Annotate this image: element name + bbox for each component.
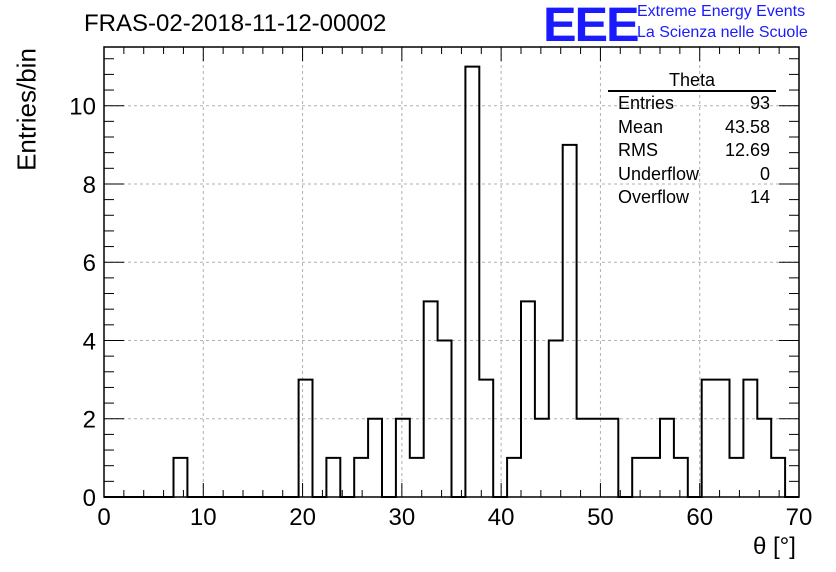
x-axis-label: θ [°] bbox=[753, 533, 796, 560]
x-tick-label: 40 bbox=[488, 504, 515, 531]
y-tick-label: 2 bbox=[83, 407, 96, 434]
stats-label: RMS bbox=[618, 140, 658, 160]
y-tick-label: 0 bbox=[83, 485, 96, 512]
stats-row: Overflow 14 bbox=[612, 186, 770, 210]
histogram-outline bbox=[104, 65, 799, 498]
grid-lines bbox=[104, 47, 799, 497]
stats-label: Overflow bbox=[618, 187, 690, 207]
stats-label: Mean bbox=[618, 116, 664, 137]
stats-value: 0 bbox=[759, 163, 770, 184]
stats-box: Theta Entries 93 Mean 43.58 RMS 12.69 Under… bbox=[608, 70, 776, 210]
tick-labels: 0 10 20 30 40 50 60 70 0 2 4 6 8 10 bbox=[69, 94, 812, 531]
stats-row: RMS 12.69 bbox=[612, 139, 770, 163]
y-tick-label: 6 bbox=[83, 250, 96, 277]
x-tick-label: 50 bbox=[587, 504, 614, 531]
x-tick-label: 0 bbox=[97, 504, 110, 531]
stats-row: Underflow 0 bbox=[612, 163, 770, 187]
stats-label: Entries bbox=[618, 93, 675, 113]
axis-ticks bbox=[103, 47, 800, 498]
x-tick-label: 60 bbox=[686, 504, 713, 531]
logo-line-2: La Scienza nelle Scuole bbox=[637, 24, 808, 41]
stats-value: 93 bbox=[749, 93, 770, 113]
eee-logo: EEE bbox=[543, 0, 640, 52]
logo-line-1: Extreme Energy Events bbox=[637, 3, 806, 20]
x-tick-label: 10 bbox=[190, 504, 217, 531]
stats-value: 14 bbox=[749, 187, 770, 207]
stats-row: Entries 93 bbox=[612, 92, 770, 116]
y-tick-label: 8 bbox=[83, 172, 96, 199]
y-axis-label: Entries/bin bbox=[11, 48, 42, 171]
stats-row: Mean 43.58 bbox=[612, 116, 770, 140]
chart-title: FRAS-02-2018-11-12-00002 bbox=[84, 10, 387, 37]
y-tick-label: 4 bbox=[83, 328, 96, 355]
stats-label: Underflow bbox=[618, 163, 700, 184]
x-tick-label: 30 bbox=[389, 504, 416, 531]
stats-value: 43.58 bbox=[724, 116, 770, 137]
x-tick-label: 70 bbox=[786, 504, 813, 531]
stats-value: 12.69 bbox=[724, 140, 770, 160]
stats-title: Theta bbox=[608, 70, 776, 92]
y-tick-label: 10 bbox=[69, 94, 96, 121]
x-tick-label: 20 bbox=[289, 504, 316, 531]
